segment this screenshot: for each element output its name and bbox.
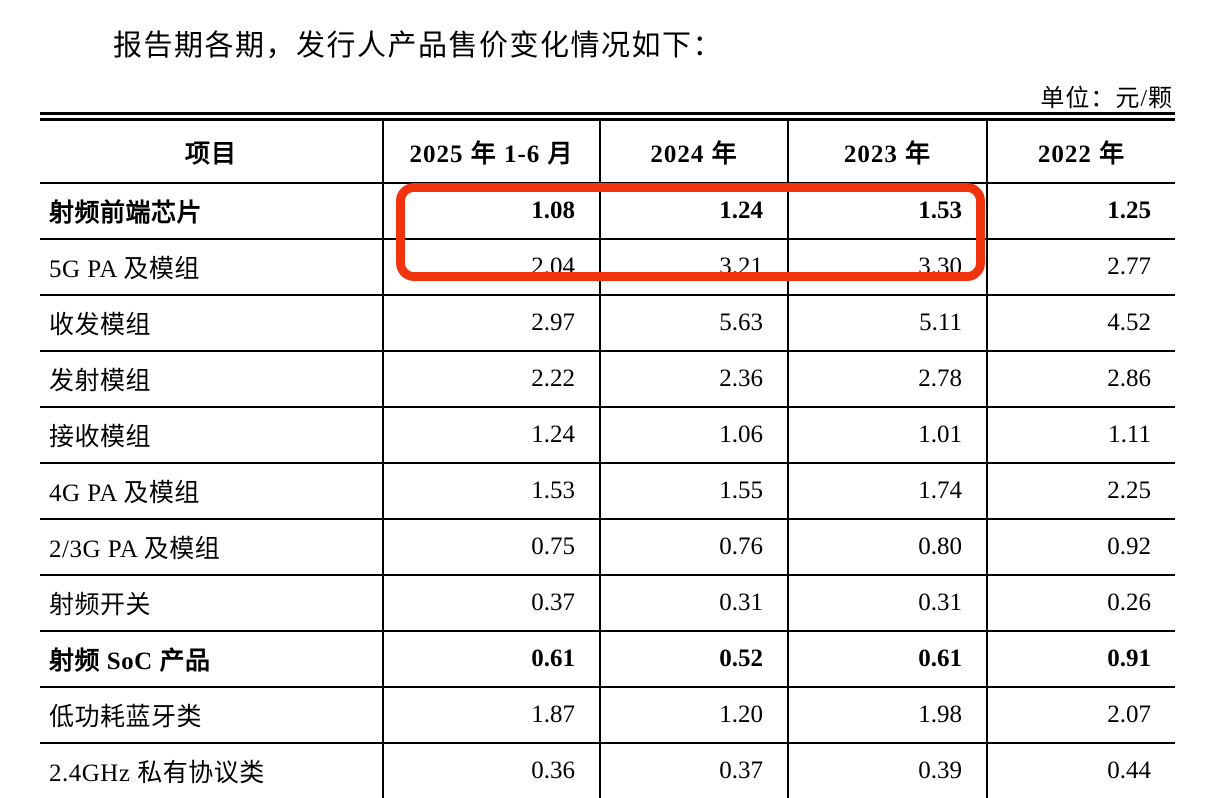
row-label: 4G PA 及模组: [40, 462, 384, 520]
table-row: 接收模组 1.24 1.06 1.01 1.11: [40, 406, 1175, 464]
price-value: 0.91: [986, 630, 1175, 688]
paragraph-intro-text: 报告期各期，发行人产品售价变化情况如下：: [113, 30, 724, 62]
price-value: 0.37: [382, 574, 601, 632]
price-value: 1.20: [599, 686, 789, 744]
price-value: 2.86: [986, 350, 1175, 408]
price-value: 1.53: [787, 182, 988, 240]
price-value: 0.52: [599, 630, 789, 688]
table-row: 4G PA 及模组 1.53 1.55 1.74 2.25: [40, 462, 1175, 520]
row-label: 2/3G PA 及模组: [40, 518, 384, 576]
price-value: 2.78: [787, 350, 988, 408]
price-value: 2.97: [382, 294, 601, 352]
price-value: 0.39: [787, 742, 988, 798]
unit-label: 单位：元/颗: [1040, 86, 1173, 112]
price-value: 1.01: [787, 406, 988, 464]
price-value: 2.22: [382, 350, 601, 408]
row-label: 收发模组: [40, 294, 384, 352]
row-label: 低功耗蓝牙类: [40, 686, 384, 744]
price-value: 0.92: [986, 518, 1175, 576]
column-header-period: 2022 年: [986, 115, 1175, 184]
row-label: 5G PA 及模组: [40, 238, 384, 296]
price-value: 1.24: [599, 182, 789, 240]
table-row: 射频开关 0.37 0.31 0.31 0.26: [40, 574, 1175, 632]
price-value: 5.63: [599, 294, 789, 352]
price-value: 3.30: [787, 238, 988, 296]
column-header-period: 2024 年: [599, 115, 789, 184]
price-value: 0.61: [787, 630, 988, 688]
row-label: 射频前端芯片: [40, 182, 384, 240]
price-value: 1.11: [986, 406, 1175, 464]
table-body: 射频前端芯片 1.08 1.24 1.53 1.25 5G PA 及模组 2.04 3.21 3…: [40, 182, 1175, 798]
price-value: 0.31: [787, 574, 988, 632]
column-header-item: 项目: [40, 115, 384, 184]
price-table-container: 项目 2025 年 1-6 月 2024 年 2023 年 2022 年 射频前端芯片 1…: [40, 112, 1175, 798]
price-value: 1.08: [382, 182, 601, 240]
price-value: 1.53: [382, 462, 601, 520]
price-value: 1.55: [599, 462, 789, 520]
price-value: 0.37: [599, 742, 789, 798]
price-value: 5.11: [787, 294, 988, 352]
table-row: 发射模组 2.22 2.36 2.78 2.86: [40, 350, 1175, 408]
table-row: 射频 SoC 产品 0.61 0.52 0.61 0.91: [40, 630, 1175, 688]
price-value: 0.61: [382, 630, 601, 688]
column-header-period: 2023 年: [787, 115, 988, 184]
table-row: 收发模组 2.97 5.63 5.11 4.52: [40, 294, 1175, 352]
row-label: 射频开关: [40, 574, 384, 632]
price-value: 0.80: [787, 518, 988, 576]
price-value: 4.52: [986, 294, 1175, 352]
price-value: 2.04: [382, 238, 601, 296]
price-value: 1.25: [986, 182, 1175, 240]
price-value: 2.77: [986, 238, 1175, 296]
price-value: 0.76: [599, 518, 789, 576]
price-value: 1.98: [787, 686, 988, 744]
price-value: 2.36: [599, 350, 789, 408]
price-value: 1.74: [787, 462, 988, 520]
column-header-period: 2025 年 1-6 月: [382, 115, 601, 184]
price-value: 2.07: [986, 686, 1175, 744]
price-value: 1.87: [382, 686, 601, 744]
price-value: 2.25: [986, 462, 1175, 520]
price-value: 1.24: [382, 406, 601, 464]
table-row: 5G PA 及模组 2.04 3.21 3.30 2.77: [40, 238, 1175, 296]
price-value: 0.31: [599, 574, 789, 632]
price-value: 1.06: [599, 406, 789, 464]
table-row: 射频前端芯片 1.08 1.24 1.53 1.25: [40, 182, 1175, 240]
price-value: 3.21: [599, 238, 789, 296]
product-price-table: 项目 2025 年 1-6 月 2024 年 2023 年 2022 年 射频前端芯片 1…: [40, 112, 1175, 798]
row-label: 发射模组: [40, 350, 384, 408]
row-label: 射频 SoC 产品: [40, 630, 384, 688]
table-header-row: 项目 2025 年 1-6 月 2024 年 2023 年 2022 年: [40, 115, 1175, 184]
price-value: 0.36: [382, 742, 601, 798]
table-row: 低功耗蓝牙类 1.87 1.20 1.98 2.07: [40, 686, 1175, 744]
row-label: 接收模组: [40, 406, 384, 464]
price-value: 0.75: [382, 518, 601, 576]
price-value: 0.26: [986, 574, 1175, 632]
table-row: 2.4GHz 私有协议类 0.36 0.37 0.39 0.44: [40, 742, 1175, 798]
price-value: 0.44: [986, 742, 1175, 798]
row-label: 2.4GHz 私有协议类: [40, 742, 384, 798]
table-row: 2/3G PA 及模组 0.75 0.76 0.80 0.92: [40, 518, 1175, 576]
